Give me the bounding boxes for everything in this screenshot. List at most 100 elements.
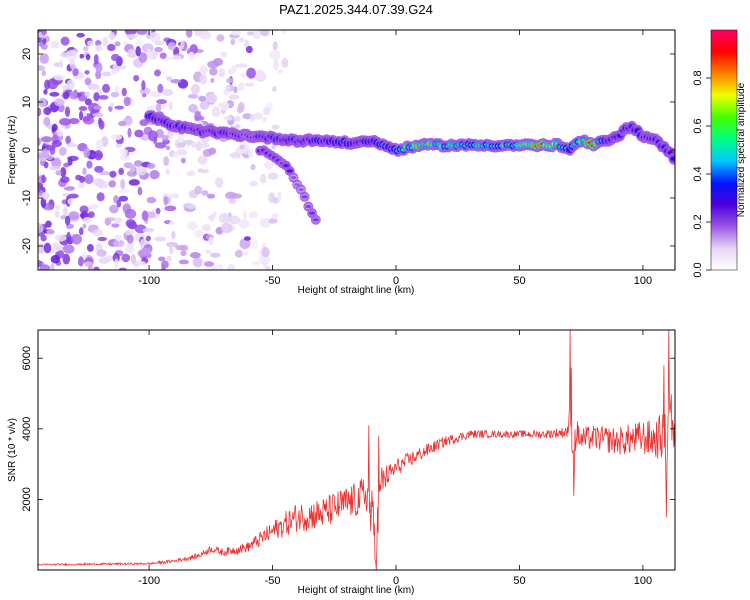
spectrogram-noise-blob [208, 147, 217, 155]
spectrogram-noise-blob [188, 51, 195, 62]
spectrogram-noise-blob [161, 88, 174, 97]
spectrogram-noise-blob [226, 77, 234, 84]
spectrogram-noise-blob [56, 129, 64, 137]
spectrogram-noise-blob [271, 124, 280, 130]
spectrogram-noise-blob [39, 264, 51, 270]
spectrogram-noise-blob [38, 97, 47, 108]
spectrogram-noise-blob [110, 53, 120, 62]
spectrogram-noise-blob [190, 83, 201, 95]
snr-background [38, 330, 675, 570]
spectrogram-noise-blob [98, 257, 110, 264]
x-tick-label: -50 [265, 275, 281, 287]
spectrogram-noise-blob [227, 263, 236, 270]
spectrogram-noise-blob [264, 161, 274, 170]
spectrogram-noise-blob [133, 160, 143, 167]
spectrogram-noise-blob [82, 116, 91, 122]
spectrogram-noise-blob [281, 30, 287, 35]
spectrogram-noise-blob [270, 213, 279, 219]
spectrogram-noise-blob [235, 63, 248, 68]
spectrogram-noise-blob [261, 246, 270, 258]
spectrogram-noise-blob [114, 41, 121, 47]
spectrogram-noise-blob [171, 230, 176, 240]
spectrogram-noise-blob [155, 207, 161, 215]
spectrogram-noise-blob [180, 40, 185, 48]
chart-title: PAZ1.2025.344.07.39.G24 [279, 2, 433, 17]
spectrogram-noise-blob [243, 236, 251, 241]
spectrogram-noise-blob [177, 132, 185, 144]
y-tick-label: -20 [21, 238, 33, 254]
spectrogram-noise-blob [55, 234, 67, 242]
spectrogram-noise-blob [200, 31, 212, 40]
spectrogram-noise-blob [51, 140, 62, 148]
spectrogram-noise-blob [68, 117, 80, 125]
spectrogram-noise-blob [86, 243, 94, 252]
spectrogram-noise-blob [230, 193, 243, 199]
spectrogram-noise-blob [95, 62, 103, 74]
spectrogram-noise-blob [38, 137, 41, 146]
spectrogram-noise-blob [142, 93, 147, 98]
spectrogram-noise-blob [237, 82, 245, 92]
spectrogram-ridge-core [290, 176, 297, 180]
spectrogram-noise-blob [38, 65, 46, 71]
spectrogram-noise-blob [40, 136, 53, 143]
spectrogram-noise-blob [84, 70, 90, 75]
spectrogram-noise-blob [272, 41, 278, 51]
spectrogram-noise-blob [93, 54, 99, 65]
spectrogram-noise-blob [186, 30, 193, 38]
spectrogram-noise-blob [205, 249, 212, 255]
spectrogram-noise-blob [40, 43, 48, 50]
spectrogram-noise-blob [129, 164, 136, 174]
spectrogram-noise-blob [88, 211, 95, 218]
spectrogram-noise-blob [118, 167, 125, 176]
spectrogram-noise-blob [108, 180, 117, 188]
spectrogram-noise-blob [96, 249, 107, 257]
spectrogram-noise-blob [180, 250, 187, 256]
spectrogram-noise-blob [77, 181, 85, 189]
spectrogram-noise-blob [98, 171, 111, 176]
spectrogram-noise-blob [97, 236, 107, 242]
spectrogram-noise-blob [192, 257, 203, 268]
colorbar-tick-label: 0.8 [692, 70, 704, 85]
spectrogram-noise-blob [114, 86, 120, 93]
spectrogram-noise-blob [84, 91, 91, 98]
spectrogram-noise-blob [145, 235, 151, 242]
snr-y-axis-label: SNR (10 * v/v) [7, 418, 18, 482]
spectrogram-noise-blob [233, 115, 241, 122]
y-tick-label: 0 [21, 147, 33, 153]
spectrogram-noise-blob [70, 64, 77, 70]
spectrogram-noise-blob [218, 68, 226, 78]
spectrogram-noise-blob [218, 212, 230, 224]
spectrogram-noise-blob [118, 120, 127, 127]
spectrogram-y-axis-label: Frequency (Hz) [7, 116, 18, 185]
spectrogram-noise-blob [127, 127, 132, 138]
spectrogram-noise-blob [202, 224, 211, 232]
spectrogram-noise-blob [118, 195, 129, 202]
spectrogram-noise-blob [220, 51, 228, 58]
spectrogram-noise-blob [87, 83, 100, 91]
spectrogram-noise-blob [82, 45, 89, 52]
spectrogram-noise-blob [87, 204, 100, 210]
spectrogram-noise-blob [78, 256, 84, 267]
spectrogram-noise-blob [41, 30, 47, 36]
spectrogram-noise-blob [95, 139, 104, 151]
spectrogram-noise-blob [264, 266, 272, 270]
spectrogram-noise-blob [39, 53, 50, 64]
spectrogram-noise-blob [109, 102, 115, 108]
spectrogram-noise-blob [137, 261, 146, 266]
spectrogram-noise-blob [147, 51, 153, 60]
spectrogram-noise-blob [111, 223, 120, 228]
spectrogram-noise-blob [82, 216, 92, 224]
spectrogram-noise-blob [259, 173, 267, 184]
spectrogram-noise-blob [45, 144, 56, 151]
spectrogram-noise-blob [166, 255, 172, 262]
spectrogram-noise-blob [255, 71, 267, 83]
spectrogram-noise-blob [51, 123, 58, 133]
colorbar-ticks: 0.0 0.2 0.4 0.6 0.8 [692, 70, 711, 278]
spectrogram-noise-blob [259, 218, 272, 228]
spectrogram-noise-blob [64, 106, 71, 118]
spectrogram-noise-blob [67, 193, 79, 199]
spectrogram-noise-blob [154, 40, 165, 46]
spectrogram-noise-blob [154, 236, 167, 242]
